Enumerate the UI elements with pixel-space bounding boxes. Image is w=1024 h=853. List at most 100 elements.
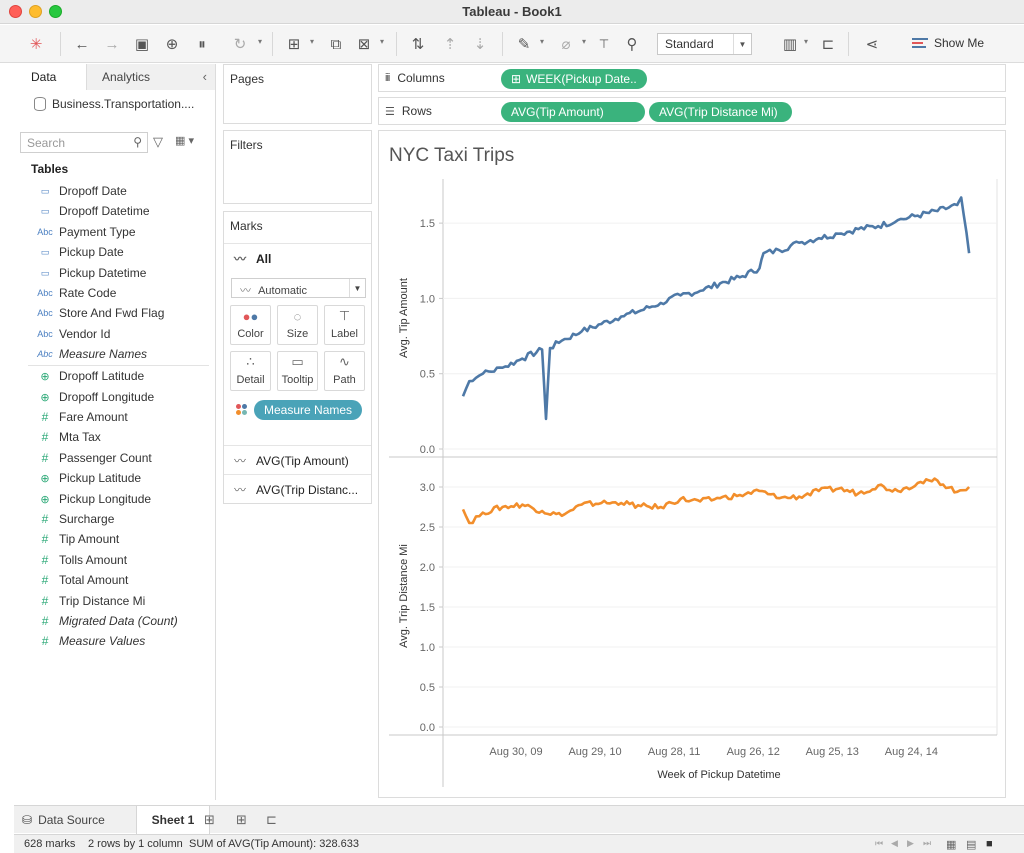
field-rate-code[interactable]: Abc Rate Code <box>37 286 117 300</box>
zoom-window-button[interactable] <box>49 5 62 18</box>
group-dropdown-icon[interactable]: ▾ <box>582 37 587 46</box>
new-dashboard-icon[interactable]: ⊞ <box>236 812 247 827</box>
hash-icon: # <box>41 573 49 587</box>
field-pickup-longitude[interactable]: ⊕ Pickup Longitude <box>36 490 151 508</box>
refresh-icon[interactable]: ↻ <box>233 36 247 53</box>
tab-data[interactable]: Data <box>31 70 57 84</box>
field-trip-distance-mi[interactable]: # Trip Distance Mi <box>36 592 146 610</box>
marks-tip-amount-row[interactable]: 〰 AVG(Tip Amount) <box>224 445 371 475</box>
mark-type-select[interactable]: 〰 Automatic ▼ <box>231 278 366 298</box>
show-me-button[interactable]: Show Me <box>912 36 984 50</box>
field-measure-names[interactable]: Abc Measure Names <box>37 347 148 361</box>
columns-pill-week-pickup[interactable]: ⊞ WEEK(Pickup Date.. <box>501 69 647 89</box>
abc-icon: Abc <box>37 227 53 237</box>
group-members-icon[interactable]: ⌀ <box>561 36 571 53</box>
field-dropoff-longitude[interactable]: ⊕ Dropoff Longitude <box>36 388 154 406</box>
save-icon[interactable]: ▣ <box>134 36 150 53</box>
data-source-tab[interactable]: ⛁ Data Source <box>22 813 105 827</box>
sheet-1-tab[interactable]: Sheet 1 <box>136 806 210 834</box>
detail-button[interactable]: ∴ Detail <box>230 351 271 391</box>
new-worksheet-icon[interactable]: ⊞ <box>204 812 215 827</box>
last-page-icon[interactable]: ⏭ <box>923 838 932 848</box>
rows-pill-trip-distance[interactable]: AVG(Trip Distance Mi) <box>649 102 792 122</box>
highlight-dropdown-icon[interactable]: ▾ <box>540 37 545 46</box>
highlight-icon[interactable]: ✎ <box>517 36 531 53</box>
datasource-item[interactable]: Business.Transportation.... <box>34 97 194 111</box>
filter-fields-icon[interactable]: ▽ <box>153 134 163 149</box>
pause-updates-icon[interactable]: ⏸ <box>198 35 206 53</box>
new-worksheet-dropdown-icon[interactable]: ▾ <box>310 37 315 46</box>
path-button[interactable]: ∿ Path <box>324 351 365 391</box>
prev-page-icon[interactable]: ◀ <box>891 838 898 848</box>
field-migrated-data-count[interactable]: # Migrated Data (Count) <box>36 612 178 630</box>
chevron-down-icon: ▼ <box>349 279 365 297</box>
clear-sheet-icon[interactable]: ⊠ <box>357 36 371 53</box>
view-options-icon[interactable]: ▦ ▾ <box>175 135 194 147</box>
field-store-and-fwd-flag[interactable]: Abc Store And Fwd Flag <box>37 306 165 320</box>
show-mark-labels-icon[interactable]: ⊤ <box>598 37 610 51</box>
tooltip-icon: ▭ <box>291 354 304 369</box>
rows-shelf[interactable]: ☰ Rows AVG(Tip Amount) AVG(Trip Distance… <box>378 97 1006 125</box>
tab-analytics[interactable]: Analytics <box>102 70 151 84</box>
clear-dropdown-icon[interactable]: ▾ <box>380 37 385 46</box>
new-datasource-icon[interactable]: ⊕ <box>165 36 179 53</box>
fit-select[interactable]: Standard ▼ <box>657 33 752 55</box>
new-worksheet-icon[interactable]: ⊞ <box>287 36 301 53</box>
line-mark-icon: 〰 <box>240 285 251 297</box>
field-surcharge[interactable]: # Surcharge <box>36 510 115 528</box>
filters-card[interactable]: Filters <box>223 130 372 204</box>
sort-descending-icon[interactable]: ⇣ <box>473 36 487 53</box>
window-title-bar: Tableau - Book1 <box>0 0 1024 24</box>
rows-pill-tip-amount[interactable]: AVG(Tip Amount) <box>501 102 645 122</box>
label-button[interactable]: ⊤ Label <box>324 305 365 345</box>
field-total-amount[interactable]: # Total Amount <box>36 571 129 589</box>
show-cards-dropdown-icon[interactable]: ▾ <box>804 37 809 46</box>
collapse-pane-icon[interactable]: ‹ <box>202 69 207 84</box>
filmstrip-view-icon[interactable]: ▤ <box>966 839 977 851</box>
tableau-logo-icon[interactable]: ✳ <box>29 36 43 53</box>
fix-axes-icon[interactable]: ⚲ <box>626 36 638 53</box>
swap-rows-columns-icon[interactable]: ⇅ <box>411 36 425 53</box>
columns-shelf[interactable]: iii Columns ⊞ WEEK(Pickup Date.. <box>378 64 1006 92</box>
close-window-button[interactable] <box>9 5 22 18</box>
marks-trip-distance-row[interactable]: 〰 AVG(Trip Distanc... <box>224 474 371 504</box>
grid-view-icon[interactable]: ▦ <box>946 839 957 851</box>
share-icon[interactable]: ⋖ <box>865 36 879 53</box>
field-pickup-datetime[interactable]: ▭ Pickup Datetime <box>36 264 147 282</box>
show-cards-icon[interactable]: ▥ <box>782 36 798 53</box>
field-vendor-id[interactable]: Abc Vendor Id <box>37 327 111 341</box>
redo-icon[interactable]: → <box>104 35 120 53</box>
field-dropoff-datetime[interactable]: ▭ Dropoff Datetime <box>36 202 150 220</box>
presentation-mode-icon[interactable]: ⊏ <box>821 36 835 53</box>
search-input[interactable]: Search ⚲ <box>20 132 148 153</box>
refresh-dropdown-icon[interactable]: ▾ <box>258 37 263 46</box>
color-button[interactable]: ●● Color <box>230 305 271 345</box>
field-mta-tax[interactable]: # Mta Tax <box>36 428 101 446</box>
minimize-window-button[interactable] <box>29 5 42 18</box>
viz-canvas[interactable]: NYC Taxi Trips 0.0 0.5 1.0 1.5 Avg. Tip Amou… <box>378 130 1006 798</box>
field-passenger-count[interactable]: # Passenger Count <box>36 449 152 467</box>
marks-all-row[interactable]: 〰 All <box>224 243 371 273</box>
field-measure-values[interactable]: # Measure Values <box>36 632 146 650</box>
tooltip-button[interactable]: ▭ Tooltip <box>277 351 318 391</box>
measure-names-pill[interactable]: Measure Names <box>254 400 362 420</box>
hash-icon: # <box>41 532 49 546</box>
single-view-icon[interactable]: ■ <box>986 838 993 850</box>
new-story-icon[interactable]: ⊏ <box>266 812 277 827</box>
size-button[interactable]: ◌ Size <box>277 305 318 345</box>
field-pickup-date[interactable]: ▭ Pickup Date <box>36 243 124 261</box>
undo-icon[interactable]: ← <box>74 35 90 53</box>
field-dropoff-latitude[interactable]: ⊕ Dropoff Latitude <box>36 367 144 385</box>
field-tip-amount[interactable]: # Tip Amount <box>36 530 120 548</box>
field-fare-amount[interactable]: # Fare Amount <box>36 408 128 426</box>
field-pickup-latitude[interactable]: ⊕ Pickup Latitude <box>36 469 141 487</box>
sort-ascending-icon[interactable]: ⇡ <box>443 36 457 53</box>
field-payment-type[interactable]: Abc Payment Type <box>37 225 136 239</box>
y-tick-label: 1.0 <box>420 293 435 305</box>
pages-card[interactable]: Pages <box>223 64 372 124</box>
field-tolls-amount[interactable]: # Tolls Amount <box>36 551 127 569</box>
field-dropoff-date[interactable]: ▭ Dropoff Date <box>36 182 127 200</box>
duplicate-sheet-icon[interactable]: ⧉ <box>330 35 342 53</box>
first-page-icon[interactable]: ⏮ <box>875 838 884 848</box>
next-page-icon[interactable]: ▶ <box>907 838 914 848</box>
